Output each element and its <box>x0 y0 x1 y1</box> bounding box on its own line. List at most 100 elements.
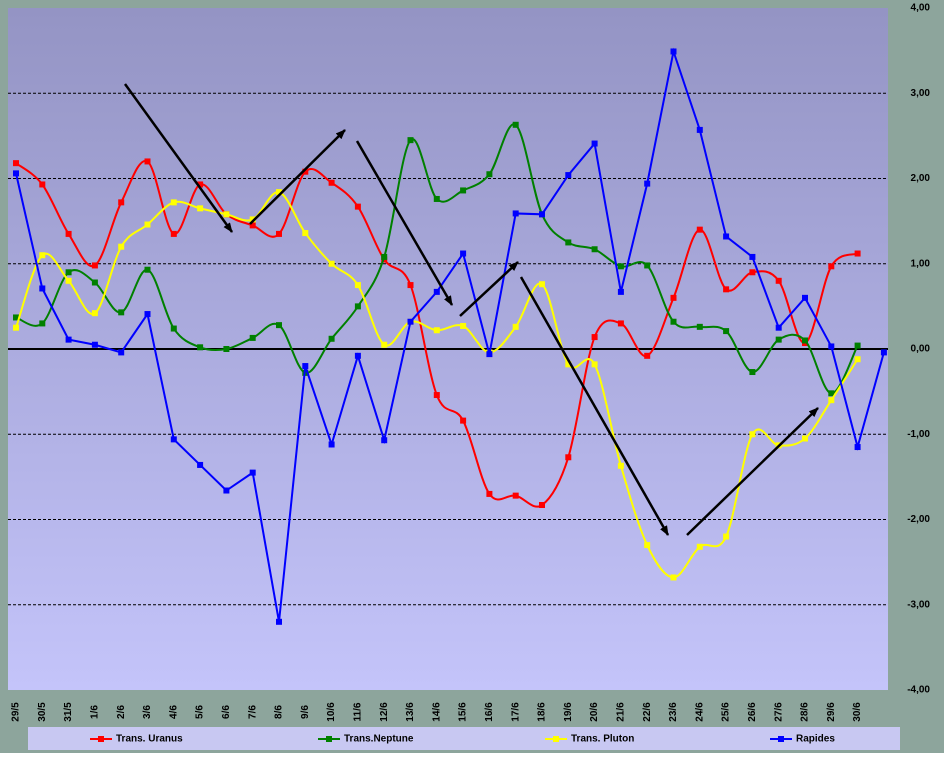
legend-marker <box>553 736 559 742</box>
data-point <box>328 179 335 186</box>
data-point <box>539 502 545 509</box>
data-point <box>565 239 572 246</box>
data-point <box>381 253 388 260</box>
x-tick-label: 17/6 <box>510 702 521 722</box>
x-tick-label: 24/6 <box>694 702 705 722</box>
x-tick-label: 23/6 <box>668 702 679 722</box>
data-point <box>749 431 756 438</box>
data-point <box>565 361 572 368</box>
data-point <box>460 322 467 329</box>
data-point <box>433 392 440 399</box>
data-point <box>13 170 19 177</box>
y-tick-label: 4,00 <box>911 3 931 14</box>
data-point <box>276 618 282 625</box>
y-tick-label: 0,00 <box>911 344 931 355</box>
legend-box <box>28 727 900 750</box>
x-tick-label: 3/6 <box>142 705 153 719</box>
y-tick-label: -1,00 <box>907 429 930 440</box>
data-point <box>512 121 519 128</box>
x-tick-label: 18/6 <box>537 702 548 722</box>
x-tick-label: 7/6 <box>247 705 258 719</box>
data-point <box>144 221 151 228</box>
data-point <box>249 469 256 476</box>
data-point <box>223 487 230 494</box>
data-point <box>696 543 703 550</box>
data-point <box>65 269 72 276</box>
data-point <box>460 417 467 424</box>
data-point <box>617 320 624 327</box>
x-tick-label: 10/6 <box>326 702 337 722</box>
data-point <box>591 246 598 253</box>
data-point <box>249 334 256 341</box>
x-tick-label: 20/6 <box>589 702 600 722</box>
data-point <box>276 230 282 237</box>
data-point <box>407 282 414 289</box>
data-point <box>617 288 624 295</box>
data-point <box>302 230 309 237</box>
data-point <box>197 205 204 212</box>
data-point <box>775 277 782 284</box>
data-point <box>670 48 677 55</box>
x-tick-label: 9/6 <box>300 705 311 719</box>
data-point <box>65 277 72 284</box>
data-point <box>354 303 361 310</box>
data-point <box>644 352 651 359</box>
data-point <box>802 337 808 344</box>
x-tick-label: 19/6 <box>563 702 574 722</box>
legend-marker <box>98 736 104 742</box>
y-tick-label: -2,00 <box>907 514 930 525</box>
x-tick-label: 15/6 <box>458 702 469 722</box>
x-tick-label: 25/6 <box>721 702 732 722</box>
data-point <box>65 336 72 343</box>
x-tick-label: 2/6 <box>116 705 127 719</box>
x-tick-label: 16/6 <box>484 702 495 722</box>
data-point <box>670 318 677 325</box>
data-point <box>670 574 677 581</box>
data-point <box>723 533 730 540</box>
data-point <box>39 181 46 188</box>
data-point <box>91 279 98 286</box>
data-point <box>118 309 125 316</box>
data-point <box>302 363 309 370</box>
data-point <box>828 390 835 397</box>
legend-label: Trans.Neptune <box>344 734 414 745</box>
data-point <box>486 171 493 178</box>
data-point <box>91 310 98 317</box>
data-point <box>197 344 204 351</box>
x-tick-label: 4/6 <box>168 705 179 719</box>
data-point <box>144 311 151 318</box>
data-point <box>407 318 414 325</box>
data-point <box>749 369 756 376</box>
x-tick-label: 13/6 <box>405 702 416 722</box>
data-point <box>170 230 177 237</box>
data-point <box>775 324 782 331</box>
data-point <box>144 266 151 273</box>
legend-label: Trans. Pluton <box>571 734 634 745</box>
data-point <box>539 211 545 218</box>
data-point <box>696 323 703 330</box>
data-point <box>433 195 440 202</box>
data-point <box>591 334 598 341</box>
data-point <box>13 324 19 331</box>
data-point <box>670 294 677 301</box>
x-tick-label: 8/6 <box>274 705 285 719</box>
data-point <box>460 250 467 257</box>
data-point <box>460 187 467 194</box>
data-point <box>617 263 624 270</box>
data-point <box>91 341 98 348</box>
data-point <box>565 172 572 179</box>
data-point <box>302 168 309 175</box>
series-line <box>15 159 859 508</box>
data-point <box>749 253 756 260</box>
data-point <box>591 140 598 147</box>
data-point <box>223 346 230 352</box>
x-tick-label: 6/6 <box>221 705 232 719</box>
data-point <box>39 285 46 292</box>
data-point <box>39 252 46 259</box>
x-tick-label: 5/6 <box>195 705 206 719</box>
x-tick-label: 26/6 <box>747 702 758 722</box>
data-point <box>407 137 414 144</box>
data-point <box>775 336 782 343</box>
legend-marker <box>778 736 784 742</box>
